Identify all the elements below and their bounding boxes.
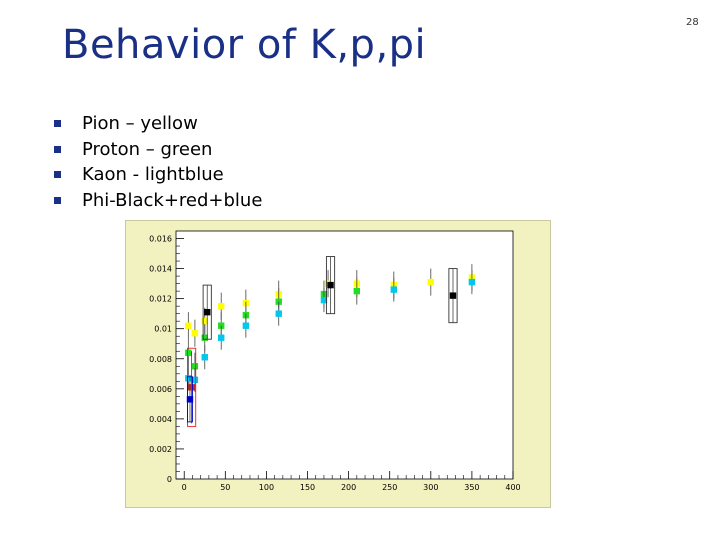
data-point	[201, 334, 208, 341]
data-point	[191, 376, 199, 383]
y-tick-label: 0.006	[149, 385, 172, 394]
data-point	[275, 310, 282, 317]
data-point	[204, 308, 211, 316]
data-point	[449, 292, 457, 299]
y-tick-label: 0.012	[149, 295, 172, 304]
data-point	[427, 278, 435, 286]
y-tick-label: 0.016	[149, 235, 172, 244]
x-tick-label: 50	[220, 483, 230, 492]
slide-title: Behavior of K,p,pi	[62, 22, 427, 68]
data-point	[185, 375, 192, 382]
x-tick-label: 300	[423, 483, 438, 492]
data-point	[353, 287, 361, 295]
y-tick-label: 0.008	[149, 355, 172, 364]
bullet-item: Pion – yellow	[54, 111, 262, 137]
x-tick-label: 0	[182, 483, 187, 492]
bullet-text: Pion – yellow	[82, 113, 198, 135]
y-tick-label: 0	[167, 475, 172, 484]
data-point	[242, 322, 250, 329]
data-point	[218, 322, 225, 329]
data-point	[218, 302, 225, 310]
bullet-item: Phi-Black+red+blue	[54, 188, 262, 214]
bullet-text: Kaon - lightblue	[82, 164, 224, 186]
x-tick-label: 400	[505, 483, 520, 492]
slide-number: 28	[686, 17, 699, 28]
y-tick-label: 0.01	[154, 325, 172, 334]
bullet-text: Proton – green	[82, 138, 213, 160]
bullet-square-icon	[54, 171, 61, 179]
data-point	[218, 334, 225, 341]
data-point	[468, 278, 476, 286]
data-point	[191, 363, 199, 370]
x-tick-label: 150	[300, 483, 315, 492]
data-point	[320, 296, 328, 304]
y-tick-label: 0.002	[149, 445, 172, 454]
data-point	[185, 349, 192, 356]
bullet-square-icon	[54, 120, 61, 128]
plot-area	[175, 230, 514, 480]
y-tick-label: 0.004	[149, 415, 172, 424]
bullet-square-icon	[54, 196, 61, 204]
scatter-chart: 0 0.002 0.004 0.006 0.008 0.01 0.012 0.014 0.016…	[149, 230, 521, 492]
bullet-list: Pion – yellow Proton – green Kaon - ligh…	[54, 111, 262, 213]
x-tick-label: 200	[341, 483, 356, 492]
data-point	[390, 286, 398, 293]
y-tick-label: 0.014	[149, 265, 172, 274]
x-tick-label: 250	[382, 483, 397, 492]
bullet-square-icon	[54, 145, 61, 153]
bullet-item: Proton – green	[54, 137, 262, 163]
data-point	[188, 384, 195, 391]
data-point	[185, 322, 192, 329]
data-point	[275, 298, 282, 305]
data-point	[201, 317, 208, 325]
x-tick-label: 350	[464, 483, 479, 492]
x-tick-label: 100	[259, 483, 274, 492]
data-point	[186, 396, 194, 403]
data-point	[327, 281, 334, 289]
data-point	[201, 354, 208, 361]
chart-frame: 0 0.002 0.004 0.006 0.008 0.01 0.012 0.014 0.016…	[125, 220, 551, 508]
data-point	[191, 330, 199, 337]
bullet-item: Kaon - lightblue	[54, 162, 262, 188]
bullet-text: Phi-Black+red+blue	[82, 189, 263, 211]
